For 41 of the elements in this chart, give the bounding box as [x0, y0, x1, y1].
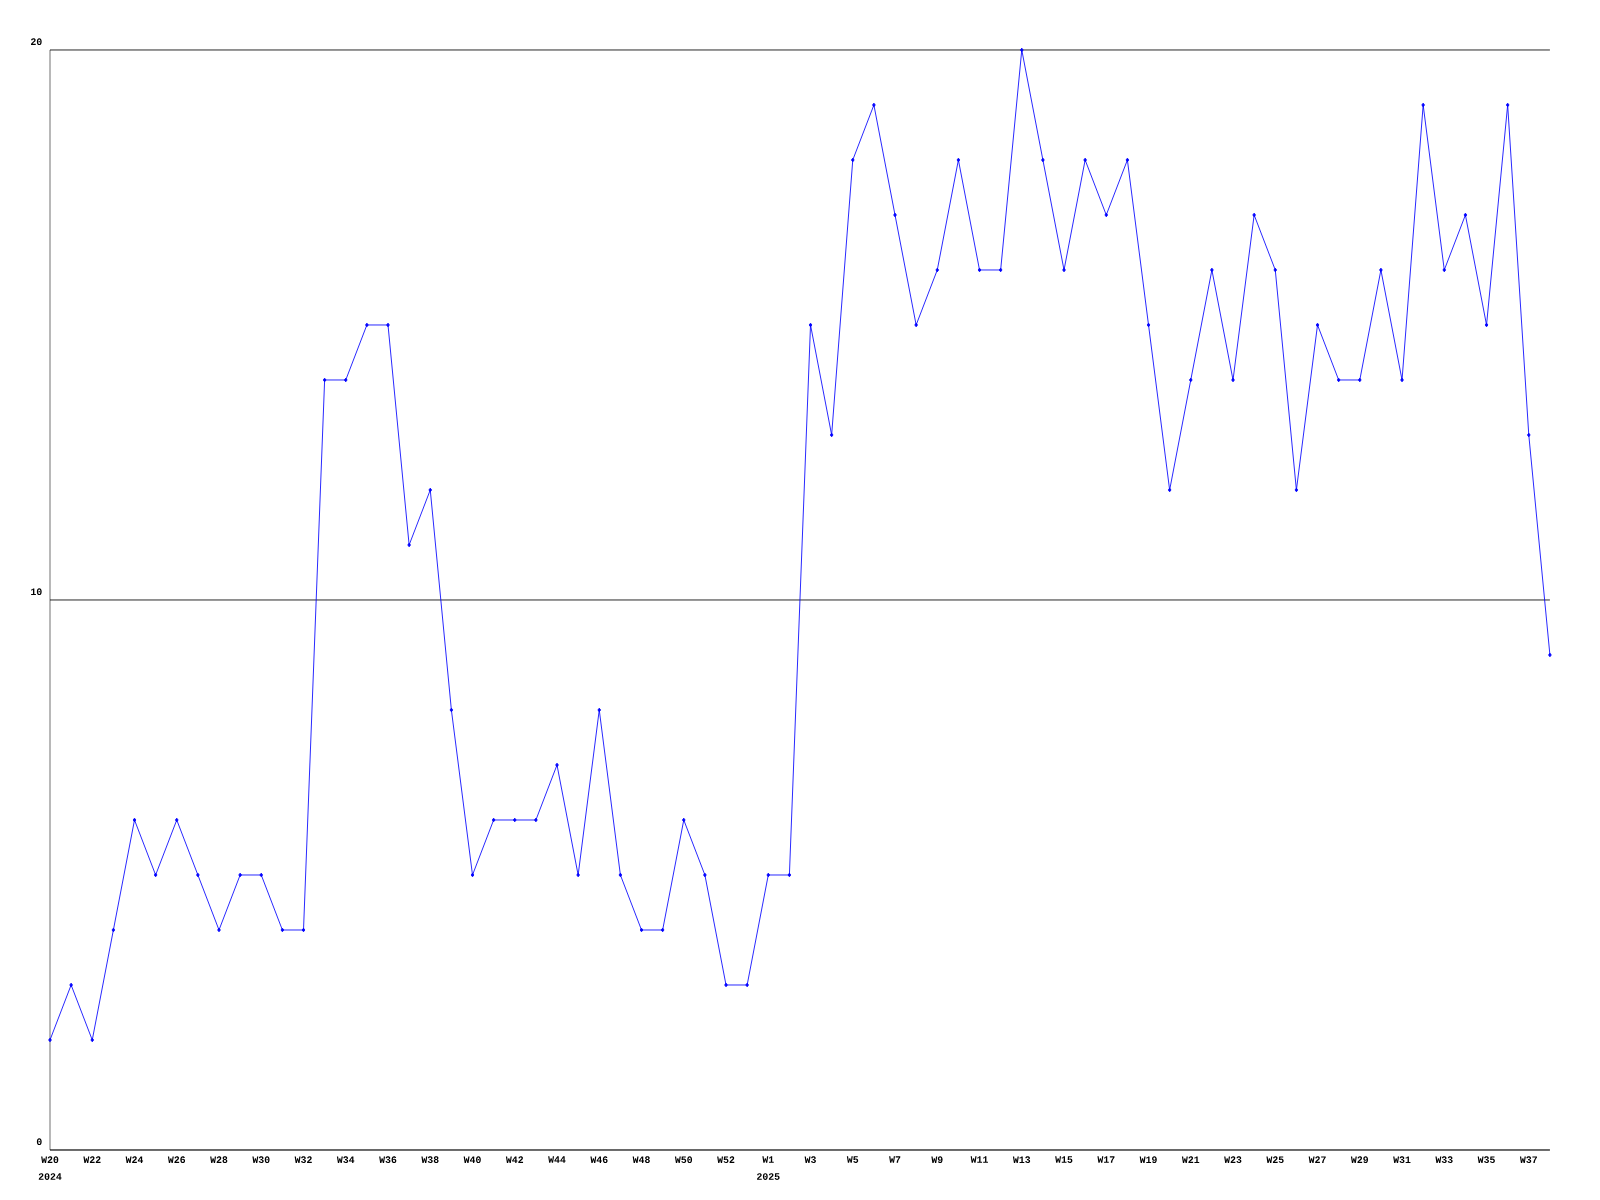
x-tick-label: W23	[1224, 1156, 1242, 1164]
x-tick-label: W25	[1266, 1156, 1284, 1164]
x-tick-label: W7	[889, 1156, 901, 1163]
text: 2024	[38, 1173, 62, 1180]
x-tick-label: W30	[252, 1156, 270, 1164]
text: 2025	[757, 1173, 780, 1180]
x-tick-label: W24	[125, 1156, 144, 1163]
x-tick-label: W29	[1350, 1156, 1369, 1164]
x-tick-label: W26	[167, 1156, 186, 1164]
x-tick-label: W48	[632, 1156, 650, 1164]
x-tick-label: W22	[83, 1156, 101, 1163]
x-tick-label: W37	[1519, 1156, 1537, 1164]
x-tick-label: W27	[1308, 1156, 1326, 1163]
x-tick-label: W21	[1181, 1156, 1200, 1163]
x-tick-label: W32	[294, 1156, 312, 1164]
x-tick-label: W31	[1393, 1156, 1411, 1164]
x-tick-label: W15	[1055, 1156, 1073, 1163]
x-tick-label: W3	[804, 1156, 816, 1164]
x-tick-label: W5	[846, 1156, 859, 1163]
x-tick-label: W52	[717, 1156, 735, 1164]
y-tick-label: 10	[31, 588, 42, 596]
x-tick-label: W33	[1435, 1156, 1453, 1164]
x-tick-label: W34	[336, 1156, 355, 1164]
x-tick-label: W11	[970, 1156, 988, 1163]
x-tick-label: W40	[463, 1156, 481, 1164]
x-tick-label: W46	[590, 1156, 608, 1164]
x-tick-label: W17	[1097, 1156, 1115, 1163]
x-tick-label: W42	[505, 1156, 524, 1163]
x-tick-label: W13	[1012, 1156, 1031, 1164]
x-tick-label: W44	[548, 1156, 566, 1163]
x-tick-label: W20	[41, 1156, 59, 1164]
y-tick-label: 0	[36, 1138, 42, 1146]
x-tick-label: W38	[421, 1156, 439, 1164]
x-tick-label: W19	[1139, 1156, 1157, 1164]
x-tick-label: W1	[762, 1156, 774, 1163]
x-tick-label: W9	[931, 1156, 943, 1164]
x-tick-label: W35	[1477, 1156, 1495, 1164]
x-tick-label: W28	[210, 1156, 228, 1164]
x-tick-label: W50	[674, 1156, 693, 1164]
y-tick-label: 20	[31, 38, 42, 46]
x-tick-label: W36	[379, 1156, 397, 1164]
